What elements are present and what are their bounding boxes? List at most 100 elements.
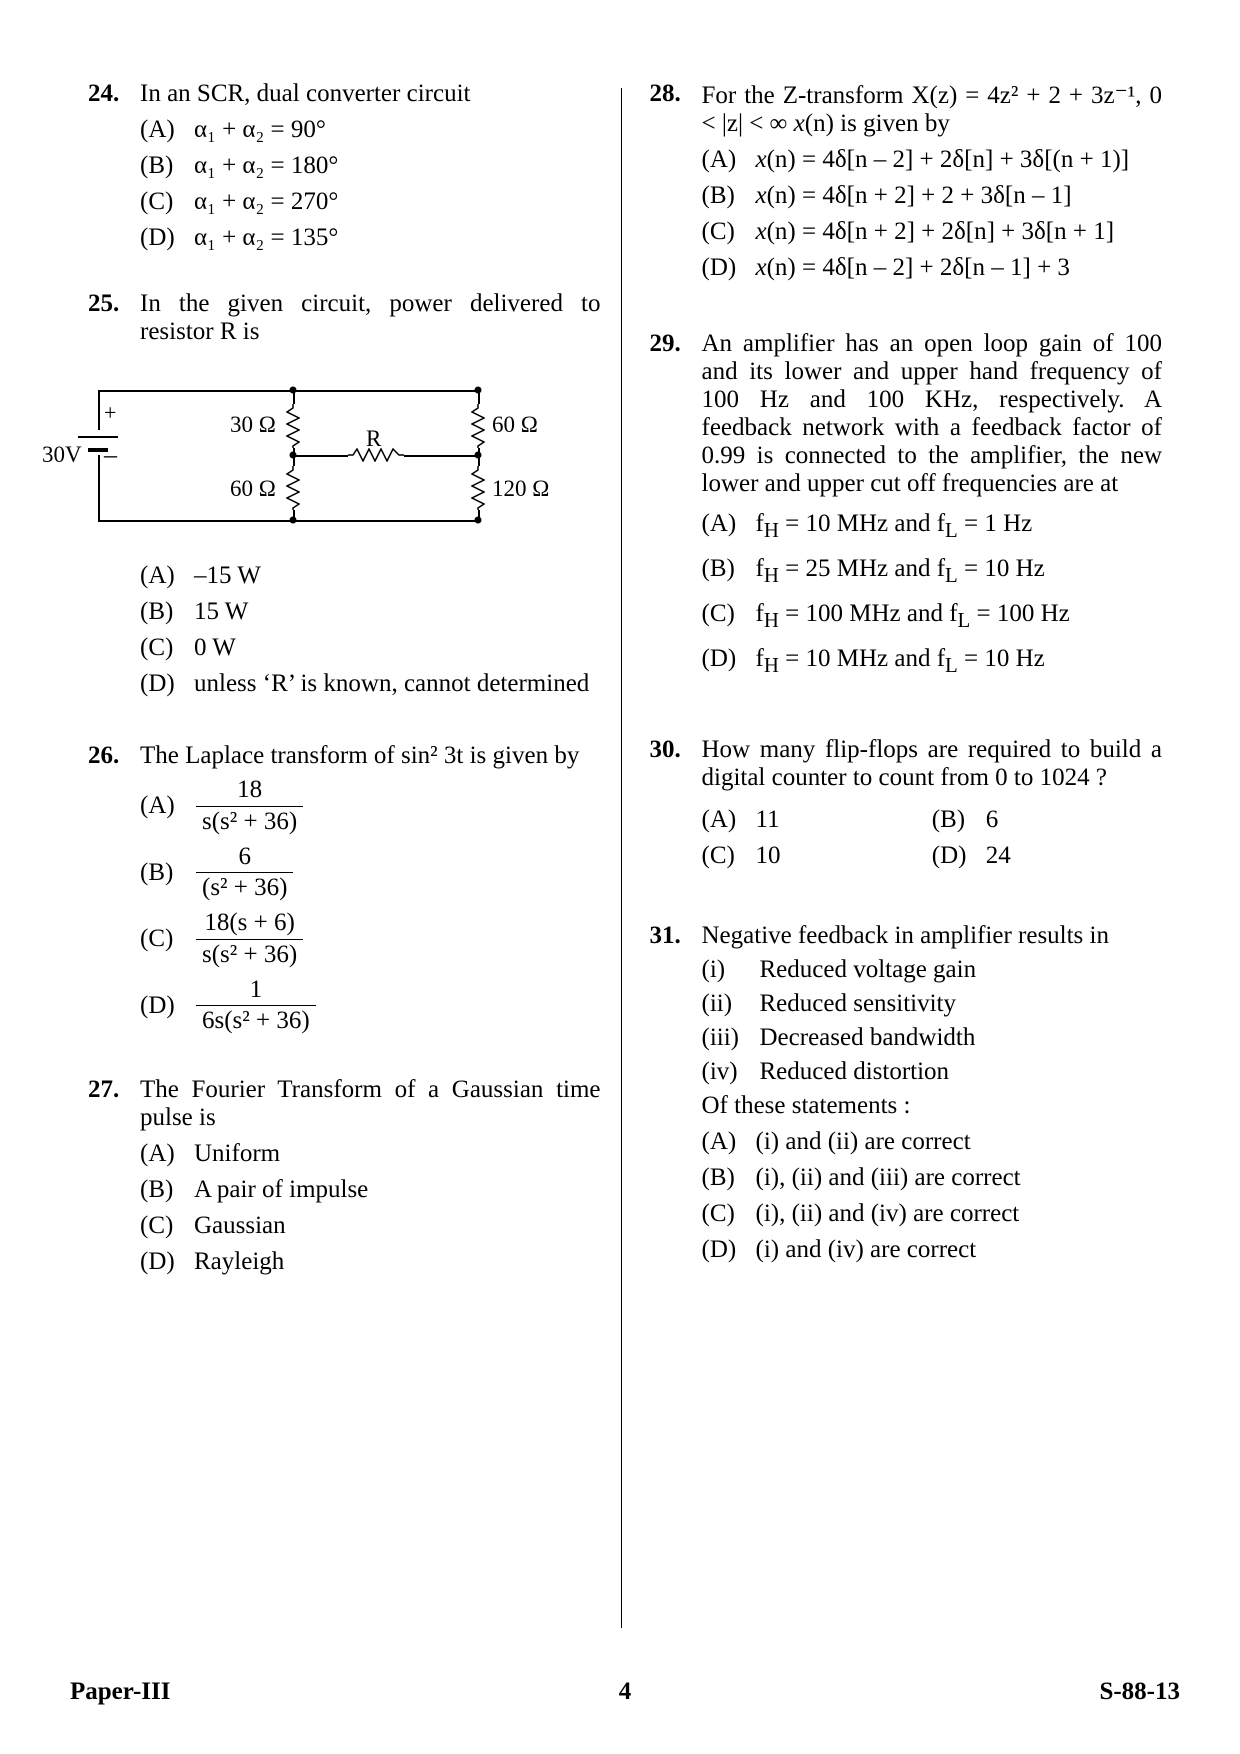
plus-icon: + [104, 400, 116, 426]
option-text: x(n) = 4δ[n – 2] + 2δ[n] + 3δ[(n + 1)] [756, 146, 1163, 174]
option-A: (A) 18s(s² + 36) [140, 776, 601, 837]
option-text: x(n) = 4δ[n + 2] + 2δ[n] + 3δ[n + 1] [756, 218, 1163, 246]
fraction-den: (s² + 36) [196, 873, 293, 903]
resistor-60-ohm-a [286, 466, 300, 510]
option-text: Rayleigh [194, 1248, 601, 1276]
option-label: (C) [140, 1212, 194, 1240]
option-fraction: 18(s + 6)s(s² + 36) [194, 909, 601, 970]
question-number: 24. [88, 80, 140, 260]
option-text: x(n) = 4δ[n – 2] + 2δ[n – 1] + 3 [756, 254, 1163, 282]
option-text: Gaussian [194, 1212, 601, 1240]
option-A: (A) (i) and (ii) are correct [702, 1128, 1163, 1156]
statement-tag: (iv) [702, 1058, 760, 1086]
question-30: 30. How many flip-flops are required to … [650, 736, 1163, 878]
option-C: (C) 0 W [140, 634, 601, 662]
resistor-30-label: 30 Ω [230, 412, 276, 438]
option-label: (B) [702, 1164, 756, 1192]
fraction-den: s(s² + 36) [196, 807, 303, 837]
option-text: x(n) = 4δ[n + 2] + 2 + 3δ[n – 1] [756, 182, 1163, 210]
statement-text: Reduced voltage gain [760, 956, 977, 984]
option-C: (C) α₁ + α₂ = 270° [140, 188, 601, 216]
statement-tag: (i) [702, 956, 760, 984]
option-label: (D) [140, 670, 194, 698]
option-label: (B) [140, 152, 194, 180]
option-D: (D) 24 [932, 842, 1162, 870]
question-31: 31. Negative feedback in amplifier resul… [650, 922, 1163, 1272]
option-label: (B) [140, 1176, 194, 1204]
option-text: 6 [986, 806, 1162, 834]
question-stem: In an SCR, dual converter circuit [140, 80, 601, 108]
option-label: (C) [702, 1200, 756, 1228]
option-D: (D) fH = 10 MHz and fL = 10 Hz [702, 645, 1163, 678]
question-number: 26. [88, 742, 140, 1042]
option-label: (B) [932, 806, 986, 834]
statement-text: Decreased bandwidth [760, 1024, 976, 1052]
question-25-options: (A) –15 W (B) 15 W (C) 0 W (D) [88, 554, 601, 706]
option-label: (C) [702, 842, 756, 870]
statement-list: (i)Reduced voltage gain (ii)Reduced sens… [702, 956, 1163, 1086]
option-B: (B) 15 W [140, 598, 601, 626]
option-D: (D) Rayleigh [140, 1248, 601, 1276]
option-label: (D) [702, 645, 756, 678]
option-B: (B) (i), (ii) and (iii) are correct [702, 1164, 1163, 1192]
question-number: 29. [650, 330, 702, 690]
fraction-num: 1 [196, 976, 316, 1007]
statement-tag: (ii) [702, 990, 760, 1018]
option-text: Uniform [194, 1140, 601, 1168]
option-label: (A) [702, 146, 756, 174]
option-fraction: 18s(s² + 36) [194, 776, 601, 837]
question-stem: Negative feedback in amplifier results i… [702, 922, 1163, 950]
option-text: α₁ + α₂ = 270° [194, 188, 601, 216]
option-C: (C) 18(s + 6)s(s² + 36) [140, 909, 601, 970]
resistor-30-ohm [286, 404, 300, 448]
option-A: (A) 11 [702, 806, 932, 834]
option-A: (A) x(n) = 4δ[n – 2] + 2δ[n] + 3δ[(n + 1… [702, 146, 1163, 174]
option-C: (C) Gaussian [140, 1212, 601, 1240]
option-D: (D) unless ‘R’ is known, cannot determin… [140, 670, 601, 698]
option-text: fH = 25 MHz and fL = 10 Hz [756, 555, 1163, 588]
fraction-den: s(s² + 36) [196, 940, 303, 970]
option-text: (i) and (iv) are correct [756, 1236, 1163, 1264]
option-text: 0 W [194, 634, 601, 662]
option-text: unless ‘R’ is known, cannot determined [194, 670, 601, 698]
option-text: (i), (ii) and (iv) are correct [756, 1200, 1163, 1228]
statement-text: Reduced sensitivity [760, 990, 957, 1018]
option-D: (D) (i) and (iv) are correct [702, 1236, 1163, 1264]
question-29: 29. An amplifier has an open loop gain o… [650, 330, 1163, 690]
option-fraction: 16s(s² + 36) [194, 976, 601, 1037]
option-B: (B) α₁ + α₂ = 180° [140, 152, 601, 180]
option-C: (C) fH = 100 MHz and fL = 100 Hz [702, 600, 1163, 633]
page-footer: Paper-III 4 S-88-13 [70, 1678, 1180, 1706]
question-stem: In the given circuit, power delivered to… [140, 290, 601, 346]
option-D: (D) α₁ + α₂ = 135° [140, 224, 601, 252]
option-D: (D) x(n) = 4δ[n – 2] + 2δ[n – 1] + 3 [702, 254, 1163, 282]
option-label: (C) [702, 218, 756, 246]
option-label: (A) [702, 1128, 756, 1156]
option-text: 15 W [194, 598, 601, 626]
option-C: (C) (i), (ii) and (iv) are correct [702, 1200, 1163, 1228]
option-text: (i) and (ii) are correct [756, 1128, 1163, 1156]
question-number: 27. [88, 1076, 140, 1284]
right-column: 28. For the Z-transform X(z) = 4z² + 2 +… [622, 80, 1181, 1640]
option-label: (A) [140, 116, 194, 144]
option-B: (B) 6(s² + 36) [140, 843, 601, 904]
option-fraction: 6(s² + 36) [194, 843, 601, 904]
question-stem: For the Z-transform X(z) = 4z² + 2 + 3z⁻… [702, 80, 1163, 138]
circuit-diagram: + – 30V R [38, 370, 518, 540]
option-text: α₁ + α₂ = 135° [194, 224, 601, 252]
option-text: fH = 100 MHz and fL = 100 Hz [756, 600, 1163, 633]
option-text: –15 W [194, 562, 601, 590]
question-24: 24. In an SCR, dual converter circuit (A… [88, 80, 601, 260]
option-label: (A) [140, 792, 194, 820]
option-label: (D) [140, 1248, 194, 1276]
footer-page-number: 4 [619, 1678, 632, 1706]
option-text: 11 [756, 806, 932, 834]
option-D: (D) 16s(s² + 36) [140, 976, 601, 1037]
footer-right: S-88-13 [1099, 1678, 1180, 1706]
question-28: 28. For the Z-transform X(z) = 4z² + 2 +… [650, 80, 1163, 290]
question-number: 31. [650, 922, 702, 1272]
left-column: 24. In an SCR, dual converter circuit (A… [70, 80, 621, 1640]
option-label: (C) [140, 925, 194, 953]
option-label: (D) [140, 992, 194, 1020]
question-26: 26. The Laplace transform of sin² 3t is … [88, 742, 601, 1042]
